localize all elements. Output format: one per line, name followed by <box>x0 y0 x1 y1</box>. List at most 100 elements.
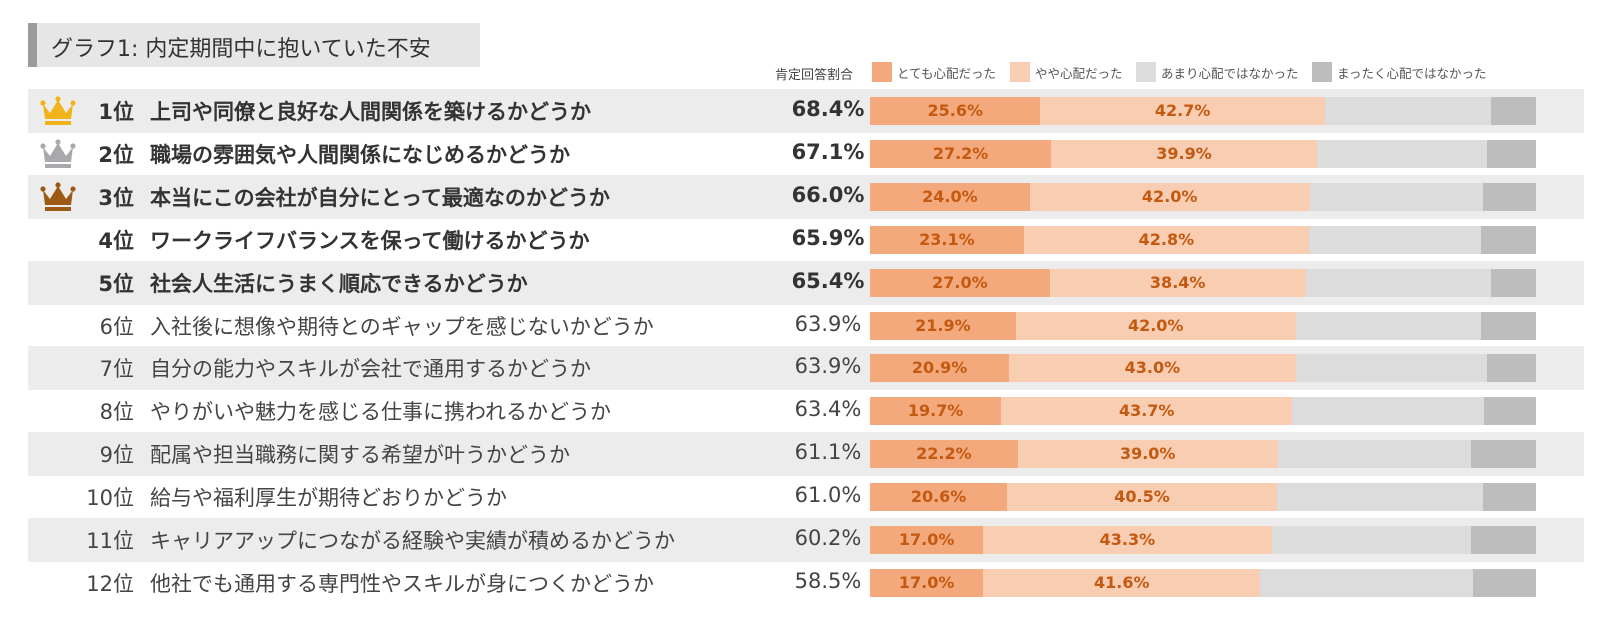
silver-crown-icon <box>40 139 76 168</box>
chart-title: グラフ1: 内定期間中に抱いていた不安 <box>51 37 431 62</box>
legend-swatch-somewhat-worried <box>1010 62 1030 82</box>
legend-swatch-not-much-worried <box>1136 62 1156 82</box>
data-label-very-worried: 20.6% <box>910 487 967 507</box>
bar-segment-very-worried <box>870 311 1016 340</box>
item-label: 職場の雰囲気や人間関係になじめるかどうか <box>150 142 570 167</box>
bar-segment-not-worried-at-all <box>1470 440 1536 469</box>
item-label: 社会人生活にうまく順応できるかどうか <box>150 271 528 296</box>
data-label-very-worried: 23.1% <box>919 229 975 249</box>
bar-segment-very-worried <box>870 268 1050 297</box>
bar-segment-very-worried <box>870 354 1010 383</box>
positive-rate-value: 67.1% <box>791 139 865 164</box>
bar-segment-not-much-worried <box>1316 139 1487 168</box>
positive-rate-value: 60.2% <box>794 526 862 550</box>
data-label-somewhat-worried: 39.0% <box>1119 444 1176 464</box>
item-label: 他社でも通用する専門性やスキルが身につくかどうか <box>150 571 654 596</box>
bar-segment-not-much-worried <box>1292 397 1485 426</box>
data-label-somewhat-worried: 38.4% <box>1149 272 1206 292</box>
rank-label: 9位 <box>99 443 134 468</box>
rank-label: 5位 <box>98 271 134 296</box>
bar-segment-somewhat-worried <box>1049 268 1306 297</box>
legend-label-somewhat-worried: やや心配だった <box>1035 65 1123 81</box>
bar-segment-somewhat-worried <box>1007 483 1277 512</box>
positive-rate-value: 63.4% <box>794 397 862 422</box>
rank-label: 3位 <box>98 185 134 210</box>
bar-segment-very-worried <box>870 568 984 597</box>
chart-row: 7位 自分の能力やスキルが会社で通用するかどうか 63.9% 20.9% 43.0% <box>28 346 1584 391</box>
item-label: ワークライフバランスを保って働けるかどうか <box>150 228 590 253</box>
legend-item-not-much-worried: あまり心配ではなかった <box>1136 62 1299 82</box>
legend-item-very-worried: とても心配だった <box>872 62 996 82</box>
bar-segment-not-worried-at-all <box>1482 182 1536 211</box>
data-label-somewhat-worried: 42.8% <box>1138 229 1195 249</box>
bar-segment-not-much-worried <box>1277 440 1471 469</box>
bar-segment-somewhat-worried <box>1040 97 1325 125</box>
chart-row: 5位 社会人生活にうまく順応できるかどうか 65.4% 27.0% 38.4% <box>28 260 1584 305</box>
rank-label: 8位 <box>99 400 134 425</box>
rank-label: 12位 <box>86 571 134 596</box>
item-label: 入社後に想像や期待とのギャップを感じないかどうか <box>150 314 654 339</box>
data-label-very-worried: 20.9% <box>911 358 968 378</box>
legend-item-somewhat-worried: やや心配だった <box>1010 62 1123 82</box>
positive-rate-value: 63.9% <box>794 311 862 336</box>
bar-segment-not-worried-at-all <box>1491 97 1536 125</box>
rank-label: 11位 <box>86 529 134 553</box>
bar-segment-somewhat-worried <box>1017 440 1278 469</box>
bar-segment-not-much-worried <box>1309 182 1483 211</box>
item-label: 本当にこの会社が自分にとって最適なのかどうか <box>150 185 610 210</box>
bar-segment-not-much-worried <box>1271 526 1471 554</box>
rank-label: 1位 <box>98 100 134 124</box>
data-label-very-worried: 17.0% <box>898 530 955 549</box>
bar-segment-very-worried <box>870 526 984 554</box>
bar-segment-very-worried <box>870 483 1008 512</box>
data-label-very-worried: 21.9% <box>915 315 971 335</box>
bar-segment-somewhat-worried <box>983 526 1272 554</box>
legend-swatch-not-worried-at-all <box>1312 62 1332 82</box>
positive-rate-value: 63.9% <box>794 354 862 379</box>
bar-segment-very-worried <box>870 440 1018 469</box>
bar-segment-not-much-worried <box>1260 568 1474 597</box>
chart-row: 4位 ワークライフバランスを保って働けるかどうか 65.9% 23.1% 42.8% <box>28 218 1584 262</box>
rank-label: 4位 <box>98 228 134 253</box>
item-label: キャリアアップにつながる経験や実績が積めるかどうか <box>150 529 675 553</box>
bar-segment-not-worried-at-all <box>1487 354 1536 383</box>
item-label: 上司や同僚と良好な人間関係を築けるかどうか <box>150 100 591 124</box>
positive-rate-value: 61.0% <box>794 483 862 508</box>
bar-segment-not-worried-at-all <box>1473 568 1536 597</box>
data-label-very-worried: 27.0% <box>932 272 988 292</box>
data-label-very-worried: 25.6% <box>927 101 983 120</box>
rank-label: 7位 <box>99 357 134 382</box>
bar-segment-somewhat-worried <box>1001 397 1293 426</box>
bar-segment-somewhat-worried <box>1015 311 1296 340</box>
bar-segment-somewhat-worried <box>983 568 1261 597</box>
data-label-somewhat-worried: 43.0% <box>1124 358 1181 378</box>
data-label-somewhat-worried: 42.0% <box>1141 186 1198 206</box>
bar-segment-very-worried <box>870 97 1041 125</box>
positive-rate-header: 肯定回答割合 <box>775 68 854 83</box>
bar-segment-not-much-worried <box>1276 483 1484 512</box>
item-label: 自分の能力やスキルが会社で通用するかどうか <box>150 357 591 382</box>
bar-segment-very-worried <box>870 182 1030 211</box>
data-label-somewhat-worried: 39.9% <box>1156 143 1212 163</box>
bar-segment-somewhat-worried <box>1023 225 1309 254</box>
chart-row: 10位 給与や福利厚生が期待どおりかどうか 61.0% 20.6% 40.5% <box>28 475 1584 519</box>
positive-rate-value: 65.4% <box>791 268 865 293</box>
chart-row: 11位 キャリアアップにつながる経験や実績が積めるかどうか 60.2% 17.0% 43… <box>28 518 1584 562</box>
bar-segment-not-much-worried <box>1295 354 1488 383</box>
bar-segment-somewhat-worried <box>1051 139 1317 168</box>
data-label-somewhat-worried: 40.5% <box>1114 487 1170 507</box>
bar-segment-not-worried-at-all <box>1483 483 1536 512</box>
bronze-crown-icon <box>40 182 76 211</box>
data-label-somewhat-worried: 41.6% <box>1093 572 1150 592</box>
chart-row: 9位 配属や担当職務に関する希望が叶うかどうか 61.1% 22.2% 39.0% <box>28 432 1584 477</box>
data-label-very-worried: 17.0% <box>898 572 955 592</box>
legend-item-not-worried-at-all: まったく心配ではなかった <box>1312 62 1487 82</box>
data-label-somewhat-worried: 42.0% <box>1127 315 1184 335</box>
data-label-somewhat-worried: 42.7% <box>1154 101 1211 120</box>
positive-rate-value: 65.9% <box>791 225 865 250</box>
bar-segment-not-much-worried <box>1324 97 1492 125</box>
chart-row: 3位 本当にこの会社が自分にとって最適なのかどうか 66.0% 24.0% 42.0% <box>28 174 1584 219</box>
chart-row: 12位 他社でも通用する専門性やスキルが身につくかどうか 58.5% 17.0% 41.… <box>28 561 1584 605</box>
bar-segment-not-much-worried <box>1305 268 1492 297</box>
item-label: 配属や担当職務に関する希望が叶うかどうか <box>150 443 570 468</box>
